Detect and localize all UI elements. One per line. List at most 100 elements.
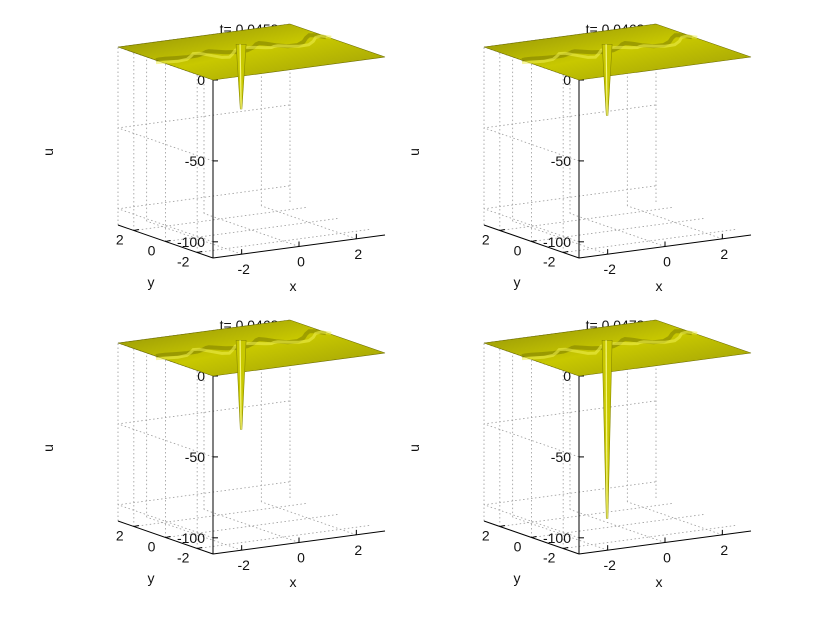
y-tick-label-1: 0 (148, 243, 156, 259)
y-tick-label-1: 0 (514, 539, 522, 555)
floor-gridline-y-2 (563, 229, 736, 253)
y-tick-label-1: 0 (148, 539, 156, 555)
z-axis-label: u (40, 444, 56, 452)
x-tick-label-0: -2 (603, 261, 616, 277)
surface (483, 319, 752, 519)
y-tick-mark-0 (133, 229, 139, 231)
z-axis-label: u (406, 444, 422, 452)
x-tick-label-2: 2 (354, 542, 362, 558)
y-tick-mark-1 (165, 536, 171, 538)
surface-sheet (483, 319, 752, 377)
grid (117, 23, 370, 255)
x-tick-label-1: 0 (297, 254, 305, 270)
x-axis-label: x (656, 574, 663, 590)
z-tick-label-2: -100 (543, 234, 571, 250)
surface-ripple (521, 329, 693, 359)
axes (483, 80, 752, 259)
z-tick-label-1: -50 (185, 153, 205, 169)
y-axis-label: y (514, 274, 521, 290)
x-axis-label: x (656, 278, 663, 294)
z-tick-label-2: -100 (177, 234, 205, 250)
x-tick-label-1: 0 (663, 254, 671, 270)
surface-sheet (117, 319, 386, 377)
x-axis-label: x (290, 278, 297, 294)
surface-spike-highlight (239, 340, 242, 430)
x-tick-label-0: -2 (237, 261, 250, 277)
x-tick-label-0: -2 (603, 557, 616, 573)
surface-spike-highlight (239, 44, 242, 109)
z-tick-label-0: 0 (563, 72, 571, 88)
surface-spike-highlight (605, 340, 608, 519)
y-tick-mark-2 (197, 251, 203, 253)
y-tick-mark-0 (133, 525, 139, 527)
x-tick-label-2: 2 (720, 246, 728, 262)
tick-labels: 0 -50 -100 -2 0 2 2 0 -2 (116, 72, 363, 277)
axes (483, 376, 752, 555)
floor-gridline-y-0 (133, 207, 306, 231)
z-tick-label-2: -100 (177, 530, 205, 546)
x-tick-label-2: 2 (354, 246, 362, 262)
x-tick-label-1: 0 (663, 550, 671, 566)
z-axis-label: u (406, 148, 422, 156)
floor-gridline-y-1 (165, 218, 338, 242)
surface-sheet (483, 23, 752, 81)
floor-gridline-y-0 (133, 503, 306, 527)
y-tick-mark-2 (197, 547, 203, 549)
floor-gridline-x-1 (203, 509, 300, 543)
y-tick-mark-0 (499, 229, 505, 231)
z-tick-label-1: -50 (551, 449, 571, 465)
y-tick-mark-0 (499, 525, 505, 527)
x-axis-label: x (290, 574, 297, 590)
surface (117, 23, 386, 110)
surface (117, 319, 386, 430)
floor-gridline-y-1 (531, 218, 704, 242)
floor-gridline-x-1 (569, 213, 666, 247)
y-tick-label-2: -2 (177, 254, 190, 270)
floor-gridline-y-2 (563, 525, 736, 549)
z-tick-label-2: -100 (543, 530, 571, 546)
tick-labels: 0 -50 -100 -2 0 2 2 0 -2 (116, 368, 363, 573)
y-tick-mark-1 (531, 536, 537, 538)
axes (117, 376, 386, 555)
z-tick-label-1: -50 (551, 153, 571, 169)
surface-ripple (155, 329, 327, 359)
x-tick-label-2: 2 (720, 542, 728, 558)
floor-gridline-x-1 (569, 509, 666, 543)
z-tick-label-0: 0 (197, 368, 205, 384)
z-axis-label: u (40, 148, 56, 156)
floor-gridline-y-2 (197, 525, 370, 549)
floor-gridline-y-0 (499, 503, 672, 527)
y-tick-label-0: 2 (482, 232, 490, 248)
z-tick-label-0: 0 (563, 368, 571, 384)
surface-ripple (521, 33, 693, 63)
y-tick-label-2: -2 (177, 550, 190, 566)
floor-gridline-y-1 (165, 514, 338, 538)
y-tick-label-0: 2 (116, 528, 124, 544)
axes (117, 80, 386, 259)
surface-sheet (117, 23, 386, 81)
surface-spike-highlight (605, 44, 608, 116)
floor-gridline-y-2 (197, 229, 370, 253)
z-tick-label-0: 0 (197, 72, 205, 88)
x-tick-label-1: 0 (297, 550, 305, 566)
x-tick-label-0: -2 (237, 557, 250, 573)
surface (483, 23, 752, 116)
y-axis-label: y (514, 570, 521, 586)
y-tick-mark-2 (563, 251, 569, 253)
z-tick-label-1: -50 (185, 449, 205, 465)
tick-labels: 0 -50 -100 -2 0 2 2 0 -2 (482, 368, 729, 573)
y-tick-label-2: -2 (543, 550, 556, 566)
floor-gridline-y-1 (531, 514, 704, 538)
floor-gridline-x-1 (203, 213, 300, 247)
surface-ripple (155, 33, 327, 63)
y-tick-mark-2 (563, 547, 569, 549)
y-tick-label-0: 2 (116, 232, 124, 248)
tick-labels: 0 -50 -100 -2 0 2 2 0 -2 (482, 72, 729, 277)
y-tick-label-2: -2 (543, 254, 556, 270)
